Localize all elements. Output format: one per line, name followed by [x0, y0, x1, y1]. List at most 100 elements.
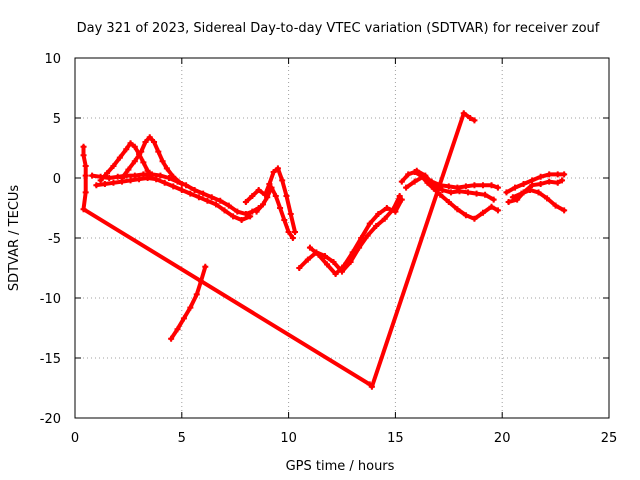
data-point	[131, 158, 138, 165]
data-point	[138, 148, 145, 155]
data-point	[396, 193, 403, 199]
series-track-11	[413, 167, 497, 203]
data-point	[503, 189, 510, 196]
data-point	[178, 181, 185, 187]
data-point	[324, 261, 331, 268]
data-point	[467, 115, 474, 121]
data-point	[89, 172, 96, 179]
x-tick-label: 15	[387, 431, 404, 446]
data-point	[375, 211, 382, 217]
data-point	[518, 190, 525, 197]
data-point	[127, 177, 134, 184]
y-tick-label: -10	[40, 292, 61, 307]
data-point	[460, 110, 467, 117]
data-point	[204, 197, 211, 204]
data-point	[230, 213, 237, 220]
data-point	[422, 172, 429, 179]
data-point	[180, 315, 187, 322]
data-point	[101, 181, 108, 187]
data-point	[413, 167, 420, 174]
data-point	[488, 203, 495, 210]
data-point	[268, 184, 275, 191]
data-point	[80, 143, 87, 150]
data-point	[554, 171, 561, 178]
series-track-14	[509, 187, 568, 214]
data-point	[82, 172, 89, 179]
y-tick-label: -15	[40, 352, 61, 367]
data-point	[332, 271, 339, 277]
data-point	[439, 187, 446, 193]
axis-ticks: 0 5 10 15 20 25 -20 -15 -10 -5 0 5 10	[40, 52, 618, 446]
x-tick-label: 5	[178, 431, 186, 446]
data-point	[490, 196, 497, 203]
data-point	[304, 256, 311, 263]
data-point	[552, 202, 559, 209]
data-point	[159, 158, 166, 165]
data-point	[494, 184, 501, 191]
data-point	[193, 291, 200, 298]
data-point	[456, 188, 463, 195]
y-tick-label: -20	[40, 412, 61, 427]
data-point	[168, 335, 175, 342]
data-point	[144, 175, 151, 181]
data-point	[454, 206, 461, 213]
data-point	[482, 191, 489, 198]
data-point	[544, 195, 551, 202]
data-point	[292, 229, 299, 235]
data-point	[373, 223, 380, 229]
data-point	[509, 194, 516, 201]
data-point	[155, 148, 162, 155]
data-point	[546, 171, 553, 178]
data-point	[358, 235, 365, 241]
data-point	[178, 187, 185, 193]
data-point	[212, 201, 219, 208]
series-trace	[414, 168, 496, 202]
data-point	[537, 173, 544, 180]
data-point	[289, 235, 296, 241]
data-point	[80, 152, 87, 159]
data-point	[405, 171, 412, 178]
x-tick-label: 25	[601, 431, 618, 446]
data-point	[125, 166, 132, 173]
data-point	[225, 202, 232, 209]
data-point	[221, 207, 228, 214]
data-point	[247, 213, 254, 220]
series-trace	[169, 264, 208, 341]
data-point	[383, 205, 390, 211]
data-point	[165, 175, 172, 181]
series-track-12	[503, 171, 568, 196]
data-point	[131, 172, 138, 179]
data-point	[93, 182, 100, 189]
data-point	[200, 190, 207, 197]
data-point	[238, 217, 245, 223]
y-tick-label: 5	[53, 112, 61, 127]
series-isolated-points	[80, 110, 478, 390]
data-point	[445, 199, 452, 205]
data-point	[163, 165, 170, 172]
data-point	[234, 208, 241, 215]
data-point	[170, 183, 177, 190]
data-point	[462, 212, 469, 219]
series-track-2	[93, 175, 254, 223]
data-point	[161, 179, 168, 186]
data-point	[520, 181, 527, 187]
data-point	[537, 181, 544, 187]
data-point	[488, 182, 495, 189]
data-point	[398, 178, 405, 185]
data-point	[546, 178, 553, 185]
data-point	[110, 179, 117, 186]
data-point	[349, 249, 356, 256]
series-track-4	[118, 134, 185, 187]
data-point	[157, 172, 164, 179]
data-point	[146, 134, 153, 141]
data-point	[264, 194, 271, 201]
data-point	[561, 207, 568, 214]
series-track-10	[403, 173, 501, 191]
data-point	[287, 211, 294, 217]
data-point	[140, 171, 147, 178]
data-point	[561, 171, 568, 178]
data-point	[505, 199, 512, 205]
data-point	[479, 209, 486, 216]
data-point	[127, 140, 134, 147]
data-point	[97, 177, 104, 184]
